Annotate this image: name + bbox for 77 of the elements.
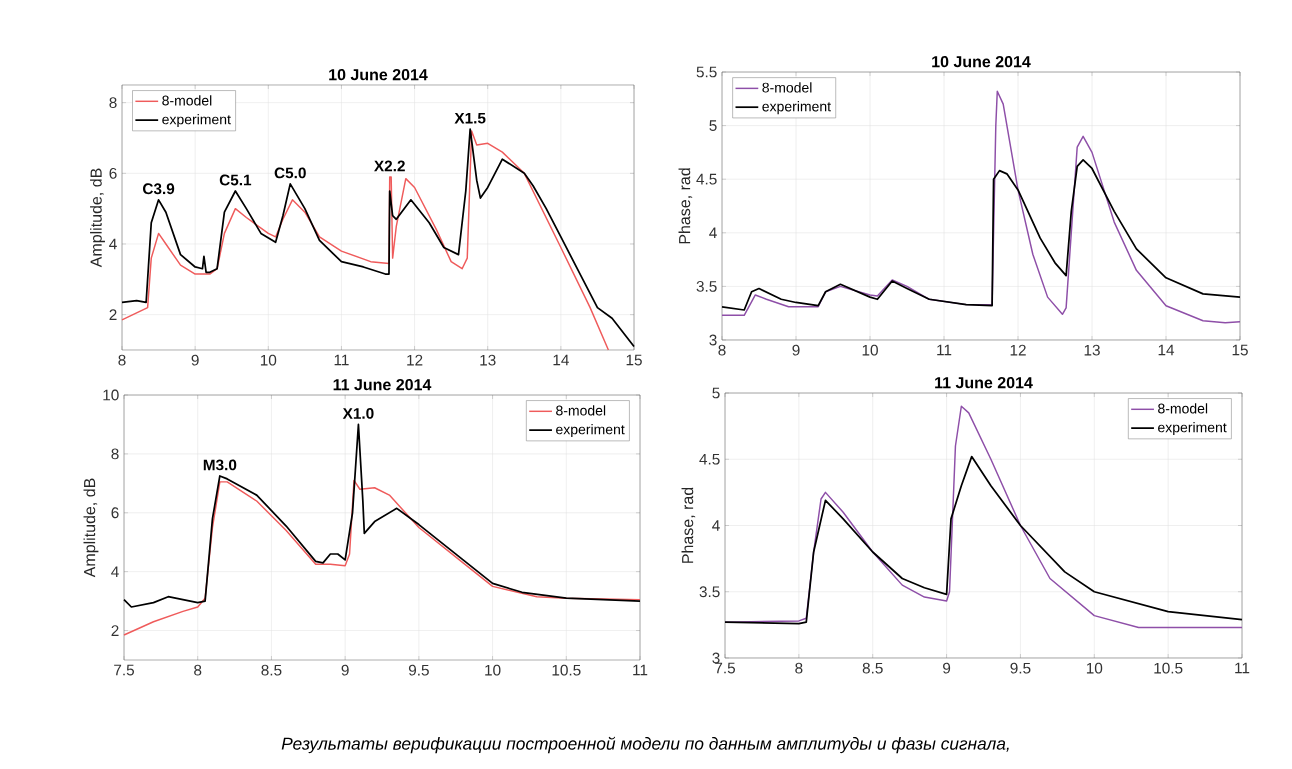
text: Результаты верификации построенной модели по данным амплитуды и фазы сигнала, [281,736,1009,754]
chart-title: 10 June 2014 [932,55,1031,68]
chart-title: 11 June 2014 [333,378,432,391]
y-tick-label: 6 [109,167,117,179]
x-tick-label: 7.5 [715,662,736,674]
y-axis-title: Phase, rad [681,487,696,563]
y-tick-label: 8 [111,448,119,460]
annotation: C5.1 [219,174,252,186]
x-tick-label: 10 [260,354,277,366]
y-tick-label: 4 [111,566,119,577]
y-tick-label: 6 [111,507,119,519]
y-tick-label: 2 [111,625,119,636]
x-tick-label: 8 [795,662,803,674]
y-tick-label: 3.5 [696,280,717,292]
x-tick-label: 10 [485,664,501,676]
y-tick-label: 4.5 [696,173,717,185]
legend-label: 8-model [1158,403,1208,414]
legend-label: experiment [162,114,231,128]
y-axis-title: Amplitude, dB [90,168,105,268]
y-tick-label: 4 [709,227,717,239]
y-axis-title: Phase, rad [678,168,693,244]
x-tick-label: 9.5 [1010,662,1031,674]
x-tick-label: 9 [341,664,349,676]
y-tick-label: 5.5 [696,66,717,78]
legend-label: experiment [762,101,831,115]
annotation: C5.0 [274,167,306,179]
x-tick-label: 9.5 [408,664,429,676]
annotation: X2.2 [374,160,405,172]
y-tick-label: 3.5 [699,586,720,598]
chart-title: 10 June 2014 [329,68,428,81]
chart-title: 11 June 2014 [935,376,1033,389]
x-tick-label: 8 [194,664,202,676]
legend-label: experiment [556,424,625,438]
y-tick-label: 3 [712,652,720,664]
legend-label: experiment [1158,422,1227,436]
legend-label: 8-model [556,405,606,416]
x-tick-label: 11 [633,664,648,676]
line-series [724,455,1243,625]
x-tick-label: 10.5 [552,664,581,676]
x-tick-label: 10 [1086,662,1103,674]
y-tick-label: 10 [103,389,119,401]
y-tick-label: 2 [109,309,117,321]
x-tick-label: 9 [792,344,800,356]
y-tick-label: 5 [712,387,720,399]
legend-label: 8-model [162,95,212,106]
x-tick-label: 12 [407,354,423,366]
y-tick-label: 8 [109,97,117,109]
annotation: X1.5 [454,112,486,124]
x-tick-label: 12 [1010,344,1026,356]
x-tick-label: 15 [1232,344,1248,356]
legend-label: 8-model [762,82,812,93]
x-tick-label: 10.5 [1154,662,1183,674]
annotation: M3.0 [203,459,237,471]
line-series [123,423,641,608]
x-tick-label: 9 [191,354,199,366]
y-tick-label: 4 [712,520,720,531]
x-tick-label: 11 [1235,662,1250,674]
annotation: C3.9 [143,183,175,195]
x-tick-label: 13 [480,354,496,366]
x-tick-label: 11 [937,344,952,356]
x-tick-label: 8.5 [261,664,282,676]
x-tick-label: 10 [862,344,878,356]
x-tick-label: 7.5 [114,664,135,676]
x-tick-label: 11 [334,354,349,366]
y-tick-label: 3 [709,334,717,346]
y-tick-label: 4 [109,238,117,250]
y-axis-title: Amplitude, dB [83,478,99,578]
y-tick-label: 4.5 [699,453,720,465]
x-tick-label: 15 [626,354,642,366]
line-series [721,159,1241,311]
y-tick-label: 5 [709,120,717,131]
x-tick-label: 14 [553,354,569,366]
x-tick-label: 8.5 [862,662,883,674]
x-tick-label: 13 [1084,344,1100,356]
x-tick-label: 14 [1158,344,1175,356]
x-tick-label: 9 [943,662,951,674]
annotation: X1.0 [342,408,374,419]
